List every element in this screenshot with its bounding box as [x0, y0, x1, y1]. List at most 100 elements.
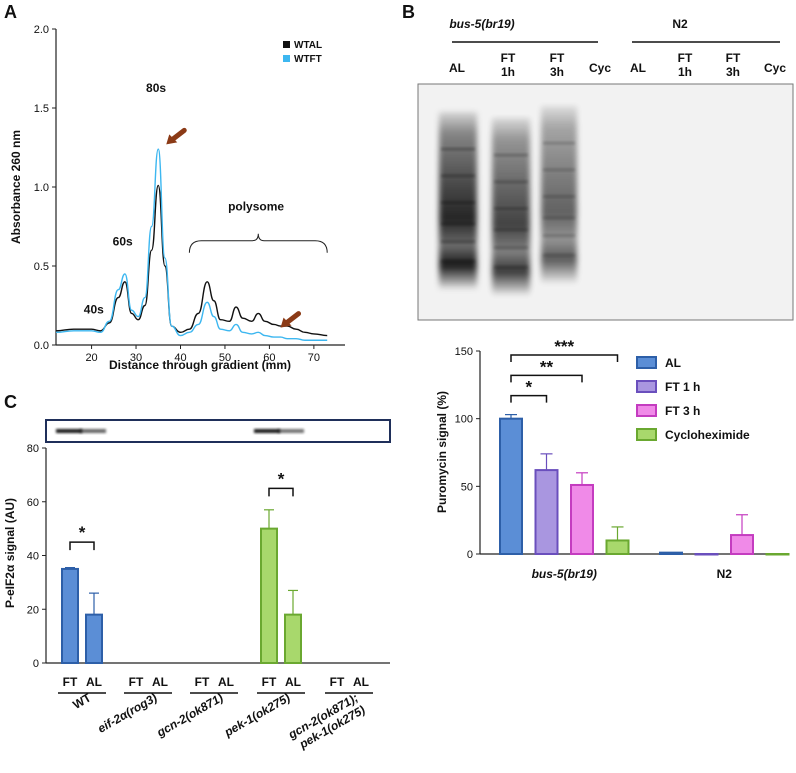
- c-bar-label: FT: [195, 675, 210, 689]
- blot-band: [494, 265, 528, 269]
- blot-lane-label: Cyc: [764, 61, 786, 75]
- a-annotation-40s: 40s: [84, 302, 104, 316]
- c-bar-label: AL: [285, 675, 301, 689]
- a-x-tick-label: 20: [85, 352, 97, 364]
- c-bar-label: FT: [262, 675, 277, 689]
- blot-band: [441, 147, 475, 151]
- b-bar-ft-3-h: [730, 534, 754, 556]
- b-legend-swatch: [636, 380, 657, 393]
- a-annotation-60s: 60s: [113, 234, 133, 248]
- c-bar-label: AL: [86, 675, 102, 689]
- b-significance-bracket: [510, 374, 583, 383]
- blot-band: [494, 153, 528, 157]
- b-y-tick-label: 0: [467, 549, 473, 561]
- b-legend-swatch: [636, 428, 657, 441]
- blot-band: [543, 141, 575, 145]
- c-significance-bracket: [268, 487, 294, 497]
- c-significance-bracket: [69, 541, 95, 551]
- c-y-axis-title: P-eIF2α signal (AU): [3, 498, 17, 608]
- a-y-axis-title: Absorbance 260 nm: [9, 130, 23, 244]
- blot-lane-sublabel: 3h: [726, 65, 740, 79]
- blot-band: [441, 174, 475, 178]
- blot-band: [441, 222, 475, 226]
- c-y-tick-label: 80: [27, 443, 39, 455]
- blot-lane-label: AL: [449, 61, 465, 75]
- a-annotation-polysome: polysome: [228, 200, 284, 214]
- b-y-tick-label: 150: [455, 346, 473, 358]
- b-y-tick-label: 100: [455, 414, 473, 426]
- c-bar: [260, 527, 278, 664]
- blot-band: [543, 216, 575, 220]
- b-legend-label: AL: [665, 356, 681, 370]
- c-y-tick-label: 60: [27, 497, 39, 509]
- blot-lane-label: Cyc: [589, 61, 611, 75]
- c-blot-band: [278, 429, 304, 433]
- a-legend-swatch: [283, 55, 290, 62]
- blot-lane-label: AL: [630, 61, 646, 75]
- blot-lane-label: FT: [550, 51, 565, 65]
- blot-lane-label: FT: [501, 51, 516, 65]
- b-legend-label: FT 1 h: [665, 380, 700, 394]
- panel-a-chart: 0.0 0.5 1.0 1.5 2.0 20 30 40 50 60 70 Absorbance …: [9, 24, 345, 372]
- blot-band: [441, 259, 475, 263]
- a-y-tick-label: 1.5: [34, 103, 49, 115]
- blot-group-label-n2: N2: [672, 17, 688, 31]
- b-legend-label: Cycloheximide: [665, 428, 750, 442]
- a-arrow-head: [166, 134, 178, 145]
- b-legend-swatch: [636, 404, 657, 417]
- c-y-tick-label: 20: [27, 604, 39, 616]
- b-significance-stars: *: [525, 378, 532, 397]
- a-series-line-wtal: [55, 184, 328, 337]
- b-significance-stars: **: [540, 357, 554, 376]
- blot-lane-sublabel: 1h: [501, 65, 515, 79]
- a-arrow-head: [280, 317, 292, 328]
- c-category-label: gcn-2(ok871): [154, 690, 226, 740]
- panel-letter-b: B: [402, 2, 415, 22]
- c-significance-star: *: [278, 469, 285, 488]
- a-polysome-brace: [188, 233, 328, 253]
- c-category-label: pek-1(ok275): [221, 690, 292, 739]
- blot-band: [494, 180, 528, 184]
- blot-lane-sublabel: 3h: [550, 65, 564, 79]
- b-y-tick-label: 50: [461, 481, 473, 493]
- blot-band: [494, 246, 528, 250]
- a-series-line-wtft: [55, 148, 328, 341]
- c-category-label: eif-2α(rog3): [95, 690, 159, 735]
- a-y-tick-label: 0.0: [34, 340, 49, 352]
- b-significance-stars: ***: [554, 337, 574, 356]
- panel-letter-a: A: [4, 2, 17, 22]
- c-blot-band: [56, 429, 82, 433]
- blot-band: [543, 168, 575, 172]
- b-bar-al: [659, 551, 683, 556]
- b-significance-bracket: [510, 354, 619, 363]
- blot-band: [543, 234, 575, 238]
- b-y-axis-title: Puromycin signal (%): [435, 391, 449, 513]
- c-bar-label: FT: [129, 675, 144, 689]
- a-x-tick-label: 60: [263, 352, 275, 364]
- a-annotation-80s: 80s: [146, 81, 166, 95]
- b-bar-ft-3-h: [570, 483, 594, 556]
- c-bar-label: AL: [218, 675, 234, 689]
- b-bar-cycloheximide: [605, 539, 630, 556]
- c-bar-label: FT: [330, 675, 345, 689]
- b-bar-ft-1-h: [694, 553, 719, 556]
- c-significance-star: *: [79, 523, 86, 542]
- b-legend-label: FT 3 h: [665, 404, 700, 418]
- b-bar-al: [499, 417, 523, 555]
- c-bar: [61, 567, 79, 664]
- b-legend: AL FT 1 h FT 3 h Cycloheximide: [636, 356, 750, 442]
- c-blot-band: [254, 429, 280, 433]
- a-x-axis-title: Distance through gradient (mm): [109, 358, 291, 372]
- a-legend: WTAL WTFT: [283, 40, 322, 65]
- a-y-tick-label: 0.5: [34, 261, 49, 273]
- a-x-tick-label: 40: [174, 352, 186, 364]
- b-legend-swatch: [636, 356, 657, 369]
- blot-lane-label: FT: [726, 51, 741, 65]
- c-blot-band: [80, 429, 106, 433]
- a-legend-swatch: [283, 41, 290, 48]
- blot-band: [494, 228, 528, 232]
- panel-letter-c: C: [4, 392, 17, 412]
